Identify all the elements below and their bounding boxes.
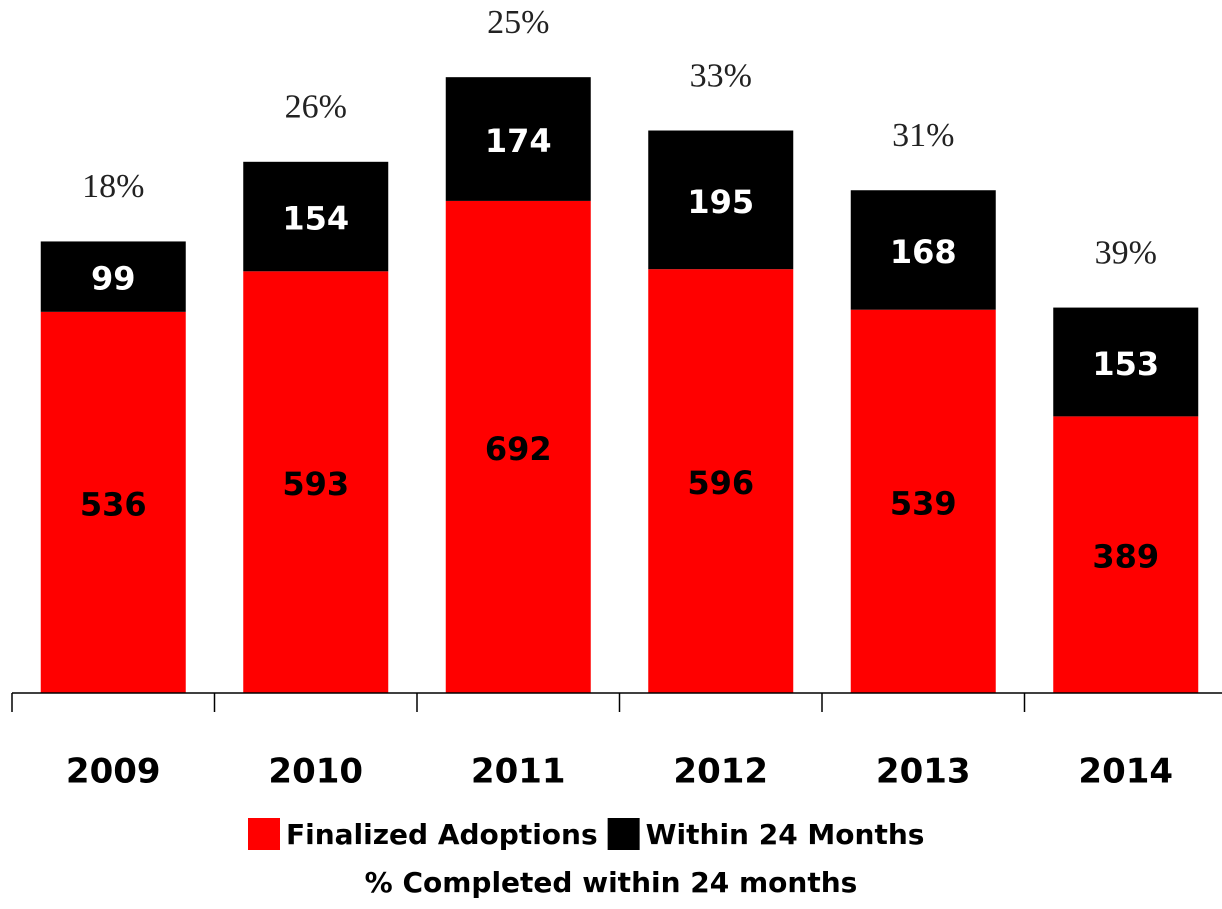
bar-segment — [648, 269, 794, 693]
bar-segment — [1053, 416, 1199, 693]
percent-label: 25% — [487, 4, 549, 41]
x-tick-label: 2009 — [66, 752, 161, 792]
data-label: 168 — [890, 233, 957, 271]
bar-segment — [1053, 307, 1199, 417]
legend-label: Within 24 Months — [646, 818, 925, 851]
x-tick-label: 2012 — [673, 752, 768, 792]
percent-label: 33% — [690, 57, 752, 94]
data-label: 593 — [282, 465, 349, 503]
bar-segment — [243, 161, 389, 272]
data-label: 174 — [485, 122, 552, 160]
bar-segment — [850, 309, 996, 693]
bar-segment — [850, 190, 996, 310]
footnote: % Completed within 24 months — [365, 866, 858, 899]
bar-segment — [40, 311, 186, 693]
bar-segment — [445, 200, 591, 693]
data-label: 692 — [485, 430, 552, 468]
bar-segment — [445, 77, 591, 201]
x-tick-label: 2011 — [471, 752, 566, 792]
data-label: 596 — [687, 464, 754, 502]
data-label: 536 — [80, 485, 147, 523]
data-label: 153 — [1092, 345, 1159, 383]
percent-label: 39% — [1095, 234, 1157, 271]
bar-segment — [40, 241, 186, 312]
data-label: 539 — [890, 484, 957, 522]
bar-segment — [648, 130, 794, 270]
legend-label: Finalized Adoptions — [286, 818, 598, 851]
data-label: 195 — [687, 183, 754, 221]
percent-label: 26% — [285, 89, 347, 126]
x-tick-label: 2010 — [268, 752, 363, 792]
legend-swatch — [248, 818, 280, 850]
bar-segment — [243, 271, 389, 693]
percent-label: 18% — [82, 168, 144, 205]
data-label: 99 — [91, 260, 136, 298]
data-label: 389 — [1092, 538, 1159, 576]
x-tick-label: 2013 — [876, 752, 971, 792]
data-label: 154 — [282, 200, 349, 238]
x-tick-label: 2014 — [1078, 752, 1173, 792]
percent-label: 31% — [892, 117, 954, 154]
legend-swatch — [607, 818, 640, 850]
